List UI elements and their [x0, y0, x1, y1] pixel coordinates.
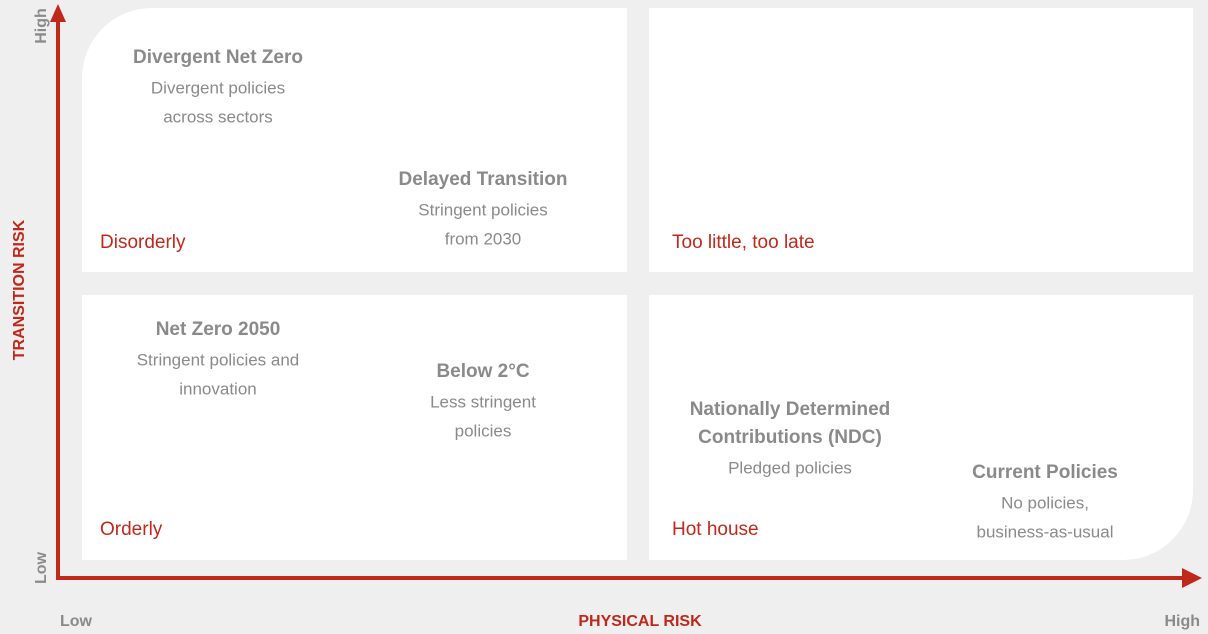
quadrant-top-right — [649, 8, 1193, 272]
y-label: TRANSITION RISK — [11, 219, 28, 360]
scenario-description: policies — [455, 421, 512, 440]
x-arrowhead — [1182, 568, 1202, 588]
scenario-description: across sectors — [163, 107, 273, 126]
quadrant-bottom-left — [82, 295, 627, 560]
scenario-description: Stringent policies — [418, 200, 547, 219]
scenario-description: from 2030 — [445, 229, 522, 248]
x-label: PHYSICAL RISK — [578, 613, 702, 630]
scenario-title: Contributions (NDC) — [698, 427, 882, 448]
scenario-title: Current Policies — [972, 462, 1118, 483]
quadrant-label: Orderly — [100, 519, 163, 540]
scenario-title: Divergent Net Zero — [133, 47, 303, 68]
scenario-title: Nationally Determined — [690, 399, 891, 420]
quadrant-bottom-right — [649, 295, 1193, 560]
y-low: Low — [33, 551, 50, 584]
scenario-title: Delayed Transition — [399, 169, 568, 190]
scenario-description: No policies, — [1001, 493, 1089, 512]
scenario-description: Stringent policies and — [137, 350, 300, 369]
scenario-title: Below 2°C — [436, 361, 529, 382]
x-high: High — [1164, 613, 1200, 630]
quadrant-label: Hot house — [672, 519, 759, 540]
scenario-title: Net Zero 2050 — [156, 319, 281, 340]
scenario-description: business-as-usual — [976, 522, 1113, 541]
quadrant-label: Too little, too late — [672, 232, 815, 253]
scenario-description: Less stringent — [430, 392, 536, 411]
quadrant-top-left — [82, 8, 627, 272]
y-arrowhead — [50, 4, 66, 22]
y-high: High — [33, 8, 50, 44]
scenario-description: Divergent policies — [151, 78, 285, 97]
scenario-description: Pledged policies — [728, 458, 852, 477]
x-low: Low — [60, 613, 93, 630]
scenario-description: innovation — [179, 379, 257, 398]
quadrant-label: Disorderly — [100, 232, 186, 253]
